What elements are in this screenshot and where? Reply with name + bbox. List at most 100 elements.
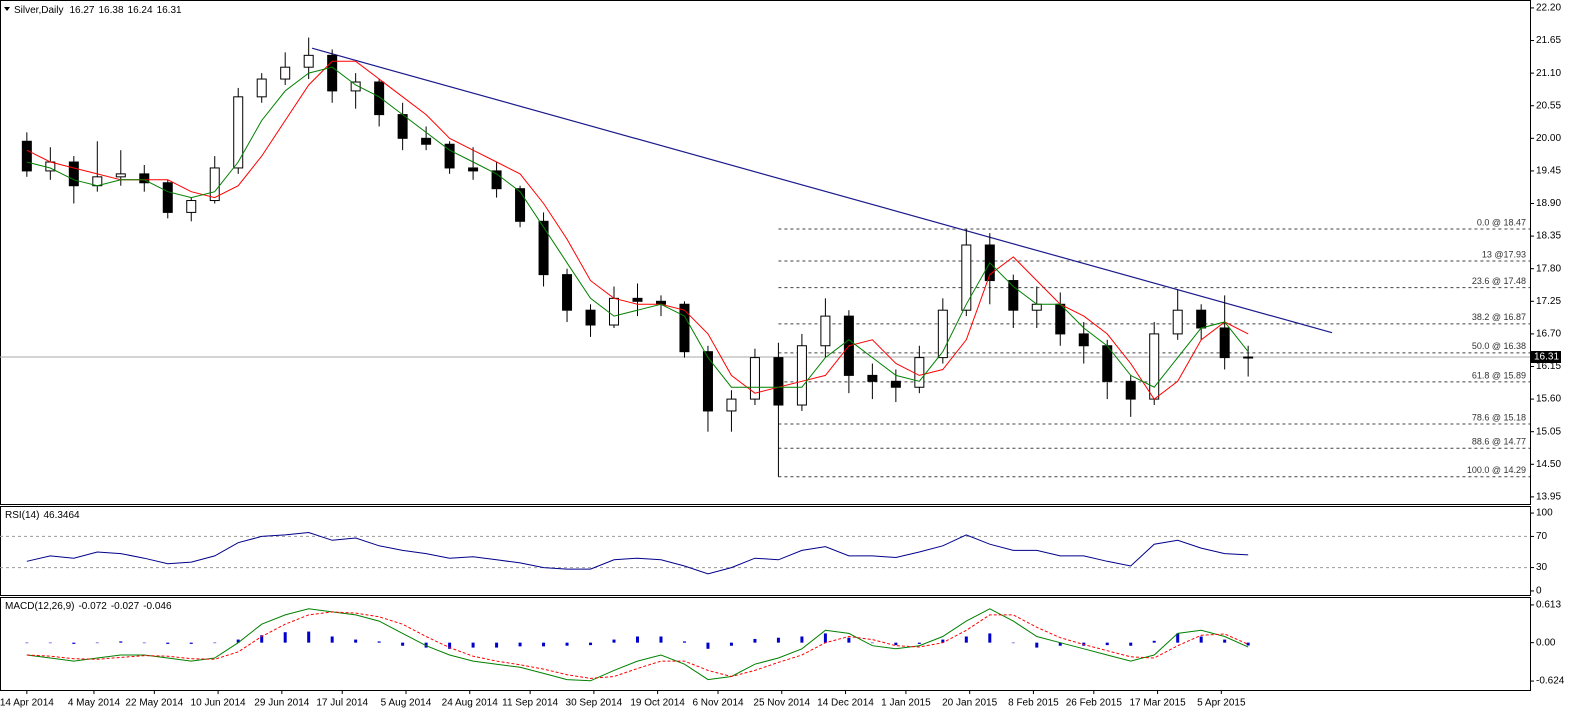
x-tick-label: 20 Jan 2015 <box>942 698 997 709</box>
macd-line <box>26 608 1249 682</box>
moving-average <box>26 66 1249 388</box>
close: 16.31 <box>157 5 182 16</box>
rsi-title: RSI(14) 46.3464 <box>5 510 80 521</box>
candle-body <box>1055 303 1066 335</box>
fib-label: 38.2 @ 16.87 <box>1472 312 1526 322</box>
histogram-bar <box>25 642 29 644</box>
histogram-bar <box>495 642 499 648</box>
fib-label: 100.0 @ 14.29 <box>1467 465 1526 475</box>
histogram-bar <box>283 632 287 643</box>
x-tick-label: 30 Sep 2014 <box>566 698 623 709</box>
fib-label: 61.8 @ 15.89 <box>1472 370 1526 380</box>
x-tick-label: 1 Jan 2015 <box>881 698 931 709</box>
histogram-bar <box>1035 642 1039 648</box>
histogram-bar <box>72 642 76 644</box>
candle-body <box>562 274 573 311</box>
fib-label: 50.0 @ 16.38 <box>1472 341 1526 351</box>
x-tick-label: 10 Jun 2014 <box>191 698 246 709</box>
rsi-panel <box>0 506 1531 596</box>
histogram-bar <box>729 642 733 646</box>
x-tick-label: 17 Mar 2015 <box>1129 698 1186 709</box>
histogram-bar <box>260 635 264 643</box>
y-tick-label: 0 <box>1536 586 1542 597</box>
candle-body <box>421 137 432 145</box>
y-tick-label: 30 <box>1536 562 1548 573</box>
histogram-bar <box>682 641 686 643</box>
y-tick-label: 14.50 <box>1536 459 1561 470</box>
trendline <box>311 47 1333 334</box>
histogram-bar <box>1199 636 1203 643</box>
candle-body <box>1125 380 1136 400</box>
symbol: Silver,Daily <box>14 5 63 16</box>
histogram-bar <box>1152 640 1156 643</box>
candle-body <box>914 357 925 388</box>
candle-body <box>726 398 737 412</box>
candle-body <box>350 81 361 92</box>
histogram-bar <box>307 631 311 643</box>
x-tick-label: 11 Sep 2014 <box>502 698 558 709</box>
y-tick-label: 13.95 <box>1536 492 1561 503</box>
histogram-bar <box>1058 642 1062 646</box>
x-tick-label: 14 Dec 2014 <box>817 698 874 709</box>
candle-body <box>233 96 244 169</box>
y-tick-label: 18.90 <box>1536 198 1561 209</box>
fib-label: 13 @17.93 <box>1482 249 1526 259</box>
histogram-bar <box>166 642 170 644</box>
price-tag <box>1531 351 1561 364</box>
candle-body <box>280 66 291 80</box>
y-tick-label: 17.25 <box>1536 296 1561 307</box>
candle-body <box>867 374 878 382</box>
histogram-bar <box>330 636 334 643</box>
y-tick-label: 21.65 <box>1536 35 1561 46</box>
candle-body <box>632 297 643 302</box>
histogram-bar <box>589 642 593 646</box>
y-tick-label: 22.20 <box>1536 3 1561 14</box>
candle-body <box>162 182 173 213</box>
histogram-bar <box>964 636 968 643</box>
histogram-bar <box>800 636 804 643</box>
candle-body <box>796 345 807 406</box>
signal-value: -0.027 <box>111 601 140 612</box>
candle-body <box>1219 327 1230 359</box>
histogram-bar <box>941 639 945 643</box>
y-tick-label: 16.15 <box>1536 361 1561 372</box>
y-tick-label: 0.00 <box>1536 637 1556 648</box>
histogram-bar <box>213 642 217 644</box>
candle-body <box>679 303 690 353</box>
candle-body <box>749 357 760 400</box>
histogram-bar <box>565 642 569 646</box>
histogram-bar <box>1105 642 1109 646</box>
x-tick-label: 22 May 2014 <box>125 698 183 709</box>
macd-panel <box>0 597 1531 691</box>
histogram-bar <box>776 637 780 643</box>
candle-body <box>115 173 126 178</box>
histogram-bar <box>1129 642 1133 646</box>
y-tick-label: 16.70 <box>1536 329 1561 340</box>
candle-body <box>21 140 32 172</box>
histogram-bar <box>95 642 99 644</box>
y-tick-label: 100 <box>1536 508 1553 519</box>
histogram-bar <box>659 636 663 643</box>
histogram-bar <box>706 642 710 649</box>
menu-triangle <box>4 7 10 11</box>
histogram-bar <box>119 641 123 643</box>
candle-body <box>1031 303 1042 311</box>
histogram-bar <box>448 642 452 649</box>
histogram-bar <box>753 638 757 643</box>
histogram-bar <box>847 637 851 643</box>
x-tick-label: 24 Aug 2014 <box>442 698 499 709</box>
histogram-bar <box>612 639 616 643</box>
moving-average <box>26 60 1249 400</box>
histogram-bar <box>142 642 146 644</box>
histogram-bar <box>471 642 475 648</box>
histogram-bar <box>424 642 428 648</box>
candle-body <box>186 200 197 213</box>
candle-body <box>961 244 972 311</box>
histogram-bar <box>870 642 874 644</box>
histogram-bar <box>354 639 358 643</box>
y-tick-label: 15.05 <box>1536 426 1561 437</box>
histogram-bar <box>401 642 405 646</box>
x-tick-label: 5 Aug 2014 <box>381 698 432 709</box>
y-tick-label: 21.10 <box>1536 68 1561 79</box>
